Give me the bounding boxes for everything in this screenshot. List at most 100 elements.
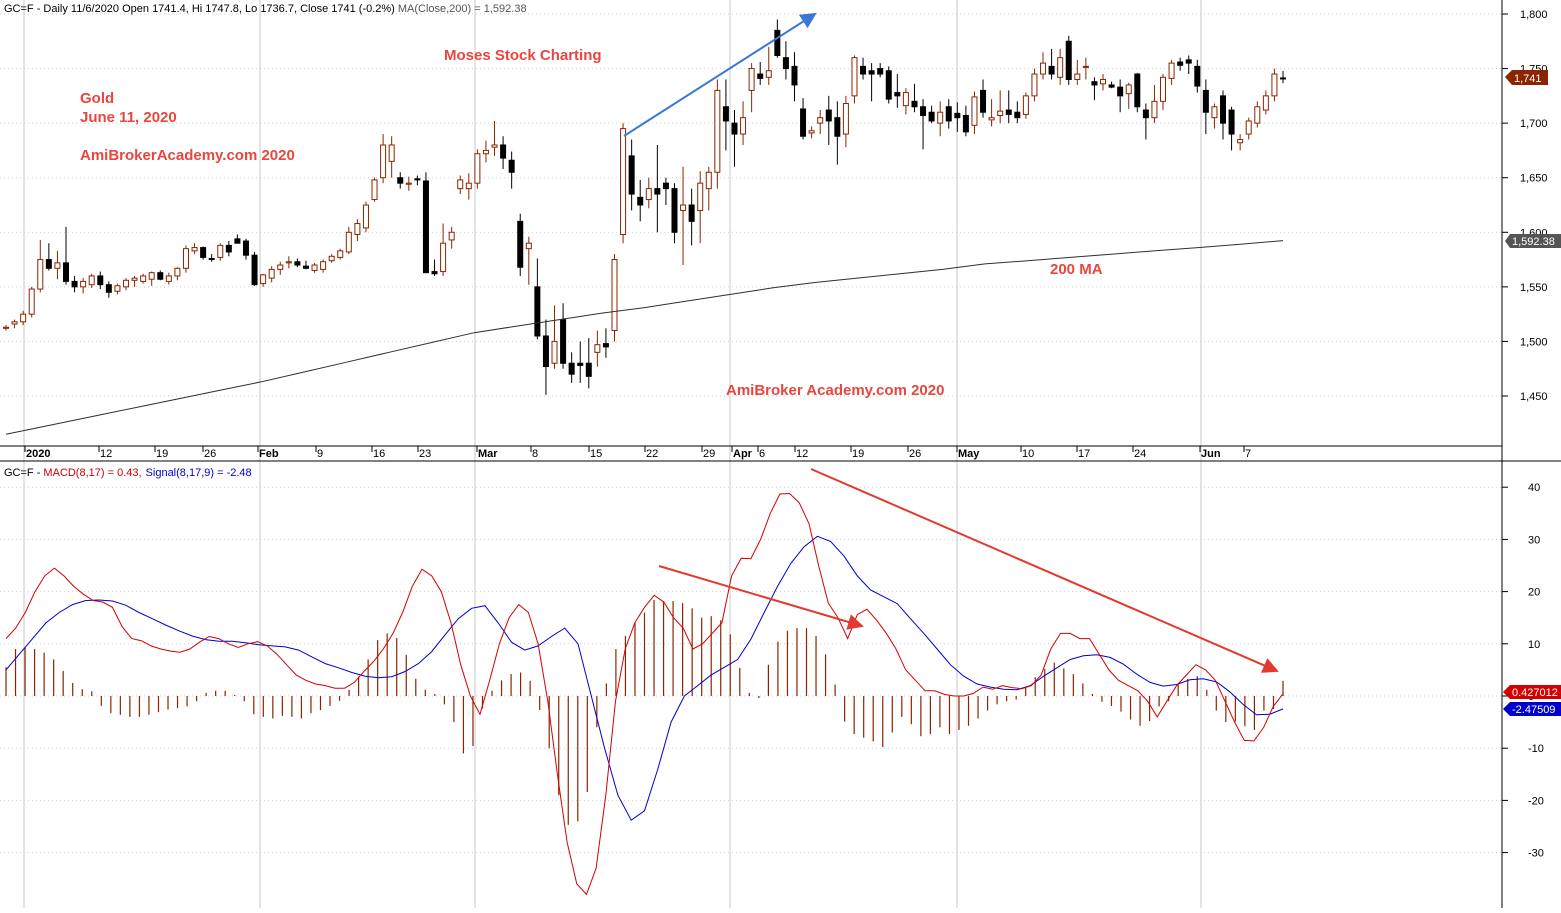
candle-body [525,242,532,250]
candle-body [585,362,592,377]
candle-body [1228,109,1235,135]
candle-body [3,326,9,329]
candle [885,66,892,104]
candle-body [920,106,927,117]
candle-body [371,179,378,201]
macd-tick-label: 40 [1528,482,1540,494]
signal-line [5,535,1284,821]
candle [757,62,764,85]
candle [928,105,935,124]
candle-body [1005,109,1012,115]
signal-value-tag: -2.47509 [1503,702,1561,716]
candle [1228,106,1235,151]
date-tick-label: 2020 [26,448,50,460]
candle [560,303,567,369]
date-tick-label: 29 [703,448,715,460]
candle-body [962,115,969,133]
candle-body [937,111,944,124]
candle-body [671,188,678,233]
candle-body [791,65,798,86]
macd-header: GC=F - MACD(8,17) = 0.43, Signal(8,17,9) … [4,467,252,479]
date-tick-label: 7 [1245,448,1251,460]
candle [542,319,549,395]
candle-body [662,182,669,190]
candle-body [1177,61,1184,66]
candle-body [285,261,292,264]
candle [311,262,318,273]
candle [397,172,404,189]
candle-body [705,171,712,190]
candle [37,239,44,293]
candle-body [1082,65,1089,68]
candle [268,266,275,283]
candle [320,259,327,273]
annotation-200ma: 200 MA [1050,261,1103,278]
candle [611,254,618,342]
candle-body [491,144,498,148]
candle-body [1065,40,1072,80]
candle [345,226,352,255]
price-tick-label: 1,450 [1520,391,1548,403]
candle [191,243,198,255]
candle-body [1074,73,1081,80]
candle [294,258,301,268]
candle-body [431,271,438,275]
candle-body [97,275,104,286]
candle [808,126,815,139]
price-tick-label: 1,650 [1520,173,1548,185]
candle [140,273,147,284]
candle [1142,103,1149,140]
candle [251,251,258,286]
macd-header-signal: Signal(8,17,9) = -2.48 [146,467,252,479]
annotation-moses: Moses Stock Charting [444,47,602,64]
candle-body [311,264,318,271]
red-divergence-arrow-long [810,468,1279,673]
candle-body [1211,106,1218,119]
candle [131,275,138,287]
candle [285,256,292,269]
candle [414,175,421,186]
candle-body [817,117,824,124]
candle-body [825,109,832,122]
candle [491,120,498,156]
candle-body [114,285,121,292]
candle-body [337,250,344,258]
candle [1151,84,1158,124]
ma200-line [5,240,1284,435]
candle [1245,117,1252,140]
candle [1125,82,1132,109]
candle [1185,55,1192,75]
annotation-site: AmiBrokerAcademy.com 2020 [80,147,295,164]
candle-body [800,108,807,137]
candle [54,250,61,280]
candle-body [577,362,584,366]
candle-body [80,280,87,288]
candle [1057,48,1064,85]
macd-tick-label: -20 [1528,795,1544,807]
candle-body [894,92,901,97]
candle-body [380,144,387,179]
price-grid [0,0,1502,908]
price-header-ma: MA(Close,200) = 1,592.38 [398,3,527,15]
candle-body [860,65,867,75]
candle-body [1262,95,1269,111]
candle [971,91,978,135]
candle [157,270,164,281]
candle [465,173,472,200]
candle [705,166,712,211]
date-tick-label: 8 [532,448,538,460]
candle [894,74,901,108]
date-tick-label: 6 [759,448,765,460]
candle-body [1271,73,1278,97]
candle-body [140,275,147,282]
date-tick-label: Feb [259,448,279,460]
candle [20,310,27,326]
candle [260,273,267,287]
candle-body [1280,77,1286,80]
candle [637,179,644,222]
candle-body [182,248,189,269]
candle-body [345,231,352,253]
candle [645,177,652,209]
